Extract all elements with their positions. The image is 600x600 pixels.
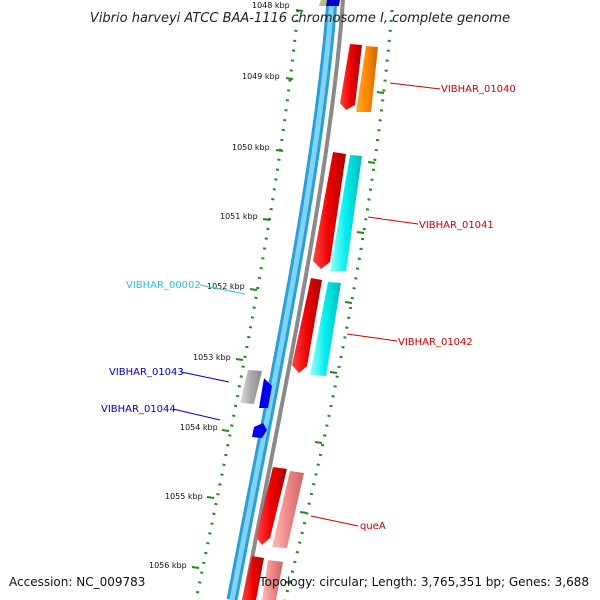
backbone-gray-line: [242, 0, 345, 600]
gene-bottom-red[interactable]: [242, 556, 264, 600]
outer-tick: [344, 301, 353, 304]
gene-quea-pink[interactable]: [272, 471, 304, 548]
gene-vibhar-01041-cyan[interactable]: [330, 155, 362, 271]
outer-tick: [314, 441, 323, 444]
callout-line: [199, 284, 246, 295]
tick-mark-1049: [285, 77, 294, 80]
backbone-blue-highlight: [229, 0, 335, 600]
outer-tick: [376, 91, 385, 94]
tick-label: 1055 kbp: [165, 492, 203, 501]
gene-label[interactable]: VIBHAR_01043: [109, 367, 184, 378]
tick-mark-1055: [206, 496, 215, 499]
callout-line: [389, 82, 441, 90]
tick-mark-1056: [191, 566, 200, 569]
gene-feature-vibhar-01043[interactable]: [259, 378, 272, 408]
outer-tick: [299, 511, 308, 514]
callout-line: [346, 333, 398, 342]
gene-vibhar-01040-red[interactable]: [340, 44, 362, 110]
outer-tick: [329, 371, 338, 374]
gene-bottom-pink[interactable]: [262, 560, 283, 600]
callout-line: [310, 515, 359, 527]
outer-tick: [356, 231, 365, 234]
outer-tick: [284, 581, 293, 584]
accession-label: Accession: NC_009783: [9, 575, 145, 589]
tick-mark-1050: [275, 149, 284, 152]
tick-label: 1050 kbp: [232, 143, 270, 152]
gene-vibhar-01042-red[interactable]: [292, 278, 322, 373]
forward-genes: [240, 44, 378, 600]
tick-labels: 1048 kbp 1049 kbp 1050 kbp 1051 kbp 1052…: [149, 1, 290, 570]
gene-label[interactable]: VIBHAR_00002: [126, 280, 201, 291]
gene-labels: VIBHAR_01040 VIBHAR_01041 VIBHAR_01042 q…: [101, 84, 516, 532]
gene-feature-blue-top[interactable]: [326, 0, 340, 6]
gene-label[interactable]: VIBHAR_01041: [419, 220, 494, 231]
major-ticks: [191, 9, 385, 584]
callout-lines: [172, 82, 441, 527]
topology-info: Topology: circular; Length: 3,765,351 bp…: [258, 575, 589, 589]
inner-dotted-track: [194, 9, 300, 600]
gene-vibhar-01043-gray[interactable]: [240, 370, 262, 404]
tick-mark-1048: [295, 9, 304, 12]
tick-label: 1049 kbp: [242, 72, 280, 81]
gene-vibhar-01042-cyan[interactable]: [310, 282, 341, 376]
backbone-features: [252, 0, 340, 438]
tick-label: 1054 kbp: [180, 423, 218, 432]
gene-vibhar-01041-red[interactable]: [313, 152, 346, 269]
tick-label: 1053 kbp: [193, 353, 231, 362]
gene-feature-vibhar-01044[interactable]: [252, 423, 267, 438]
gene-label[interactable]: VIBHAR_01040: [441, 84, 516, 95]
gene-quea-red[interactable]: [256, 467, 287, 545]
outer-tick: [367, 161, 376, 164]
tick-label: 1048 kbp: [252, 1, 290, 10]
tick-mark-1052: [249, 288, 258, 291]
gene-label[interactable]: queA: [360, 521, 386, 532]
tick-mark-1054: [221, 429, 230, 432]
tick-mark-1053: [235, 358, 244, 361]
tick-label: 1052 kbp: [207, 282, 245, 291]
tick-label: 1051 kbp: [220, 212, 258, 221]
gene-vibhar-01040-orange[interactable]: [356, 46, 378, 112]
backbone: [226, 0, 345, 600]
callout-line: [180, 371, 230, 383]
callout-line: [367, 216, 419, 225]
tick-label: 1056 kbp: [149, 561, 187, 570]
tick-mark-1051: [262, 218, 271, 221]
gene-label[interactable]: VIBHAR_01044: [101, 404, 176, 415]
callout-line: [172, 408, 221, 421]
gene-label[interactable]: VIBHAR_01042: [398, 337, 473, 348]
map-title: Vibrio harveyi ATCC BAA-1116 chromosome …: [90, 11, 510, 26]
